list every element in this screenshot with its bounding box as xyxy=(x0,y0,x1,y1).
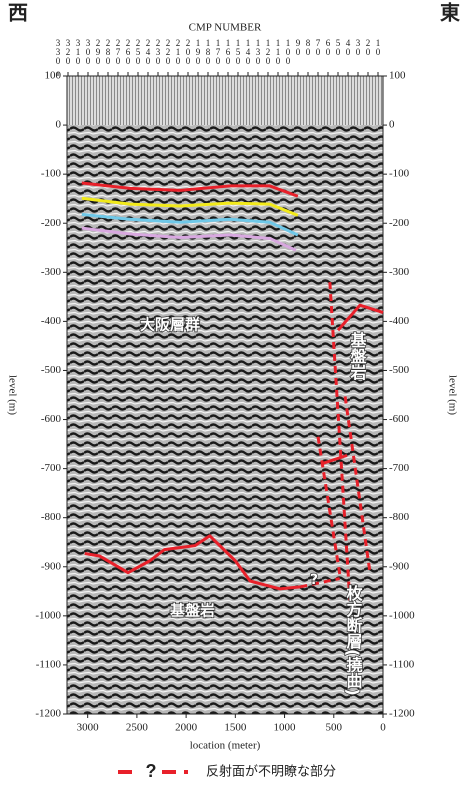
y-tick-label: -1200 xyxy=(35,708,61,720)
x-axis-title: location (meter) xyxy=(190,740,261,752)
y-tick-label-right: -400 xyxy=(389,315,410,327)
horizon-line xyxy=(81,212,299,237)
annotation: 大阪層群 xyxy=(140,316,200,334)
y-axis-title-right: level (m) xyxy=(446,375,458,415)
horizon-line xyxy=(336,303,384,332)
x2-tick-label: 280 xyxy=(103,38,113,65)
y-axis-title: level (m) xyxy=(6,375,18,415)
x2-tick-label: 210 xyxy=(173,38,183,65)
x2-tick-label: 160 xyxy=(223,38,233,65)
horizon-line xyxy=(81,196,299,217)
x2-tick-label: 200 xyxy=(183,38,193,65)
x2-tick-label: 250 xyxy=(133,38,143,65)
frame xyxy=(66,75,384,715)
x-tick-label: 1500 xyxy=(224,722,247,734)
x2-tick-label: 120 xyxy=(263,38,273,65)
x2-tick-label: 300 xyxy=(83,38,93,65)
horizon-line xyxy=(84,534,301,591)
x-tick-label: 3000 xyxy=(77,722,100,734)
y-tick-label: -800 xyxy=(41,511,62,523)
horizon-line xyxy=(299,577,340,589)
x2-tick-label: 80 xyxy=(303,38,313,56)
y-tick-label: -500 xyxy=(41,364,62,376)
legend-symbol: ? xyxy=(146,761,157,781)
x2-tick-label: 130 xyxy=(253,38,263,65)
x2-tick-label: 290 xyxy=(93,38,103,65)
x2-tick-label: 100 xyxy=(283,38,293,65)
y-tick-label-right: -600 xyxy=(389,413,410,425)
y-tick-label-right: -500 xyxy=(389,364,410,376)
x-tick-label: 0 xyxy=(380,722,386,734)
x2-tick-label: 180 xyxy=(203,38,213,65)
annotation: 基盤岩 xyxy=(169,602,215,620)
y-tick-label-right: -800 xyxy=(389,511,410,523)
y-tick-label-right: -1000 xyxy=(389,609,415,621)
y-tick-label: -900 xyxy=(41,560,62,572)
seismic-top xyxy=(67,76,383,125)
annotation: ? xyxy=(310,572,318,588)
y-tick-label: -300 xyxy=(41,266,62,278)
y-tick-label: -1000 xyxy=(35,609,61,621)
y-tick-label-right: -1100 xyxy=(389,658,415,670)
x2-tick-label: 110 xyxy=(273,38,283,65)
legend-gap xyxy=(140,762,162,782)
y-tick-label: -100 xyxy=(41,168,62,180)
x2-tick-label: 190 xyxy=(193,38,203,65)
y-tick-label-right: -700 xyxy=(389,462,410,474)
x-tick-label: 500 xyxy=(326,722,343,734)
x2-tick-label: 30 xyxy=(353,38,363,56)
y-tick-label: 100 xyxy=(45,70,62,82)
seismic-section xyxy=(67,125,383,714)
x2-tick-label: 140 xyxy=(243,38,253,65)
x2-tick-label: 90 xyxy=(293,38,303,56)
x-tick-label: 2500 xyxy=(126,722,149,734)
x2-tick-label: 260 xyxy=(123,38,133,65)
x2-tick-label: 150 xyxy=(233,38,243,65)
y-tick-label: 0 xyxy=(56,119,62,131)
y-tick-label: -1100 xyxy=(36,658,62,670)
east-label: 東 xyxy=(440,1,460,25)
y-tick-label-right: 100 xyxy=(389,70,406,82)
x2-axis-title: CMP NUMBER xyxy=(189,22,262,34)
horizon-line xyxy=(81,181,299,198)
y-tick-label-right: -900 xyxy=(389,560,410,572)
horizon-line xyxy=(343,396,372,575)
x2-tick-label: 70 xyxy=(313,38,323,56)
x2-tick-label: 320 xyxy=(63,38,73,65)
x2-tick-label: 170 xyxy=(213,38,223,65)
horizon-line xyxy=(328,282,352,604)
horizon-line xyxy=(81,226,297,252)
annotation: 枚方断層(撓曲) xyxy=(344,584,363,696)
x2-tick-label: 50 xyxy=(333,38,343,56)
x-tick-label: 1000 xyxy=(274,722,297,734)
x2-tick-label: 240 xyxy=(143,38,153,65)
x2-tick-label: 20 xyxy=(363,38,373,56)
x2-tick-label: 330 xyxy=(53,38,63,65)
y-tick-label-right: -1200 xyxy=(389,708,415,720)
y-tick-label: -200 xyxy=(41,217,62,229)
y-tick-label: -400 xyxy=(41,315,62,327)
horizon-line xyxy=(321,453,348,466)
y-tick-label-right: -200 xyxy=(389,217,410,229)
y-tick-label: -700 xyxy=(41,462,62,474)
x2-tick-label: 270 xyxy=(113,38,123,65)
y-tick-label: -600 xyxy=(41,413,62,425)
west-label: 西 xyxy=(8,1,28,25)
y-tick-label-right: -300 xyxy=(389,266,410,278)
y-tick-label-right: -100 xyxy=(389,168,410,180)
x2-tick-label: 10 xyxy=(373,38,383,56)
x-tick-label: 2000 xyxy=(175,722,198,734)
y-tick-label-right: 0 xyxy=(389,119,395,131)
x2-tick-label: 310 xyxy=(73,38,83,65)
x2-tick-label: 60 xyxy=(323,38,333,56)
annotation: 基盤岩 xyxy=(348,331,368,381)
legend-label: 反射面が不明瞭な部分 xyxy=(206,764,336,780)
x2-tick-label: 40 xyxy=(343,38,353,56)
x2-tick-label: 230 xyxy=(153,38,163,65)
x2-tick-label: 220 xyxy=(163,38,173,65)
